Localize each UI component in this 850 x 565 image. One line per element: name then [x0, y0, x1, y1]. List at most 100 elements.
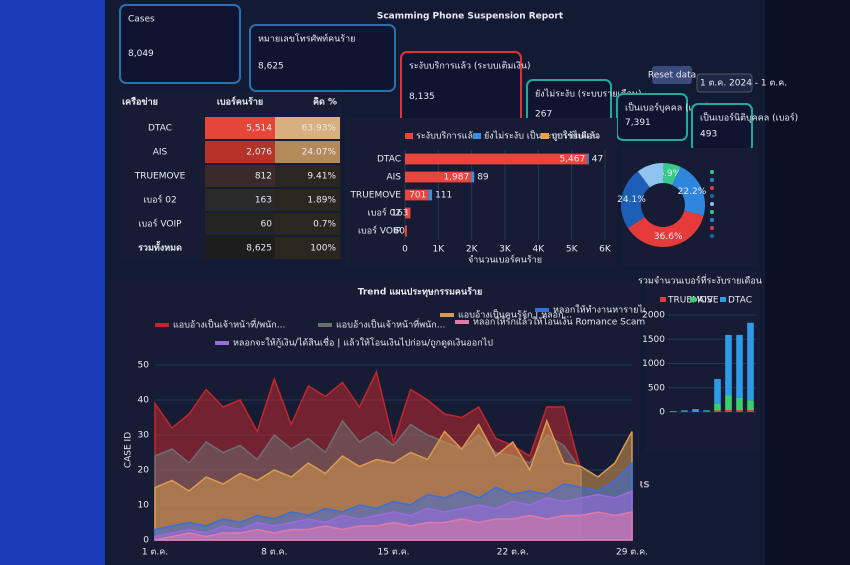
bar	[428, 189, 433, 201]
bar-segment	[692, 409, 699, 412]
legend-dot	[710, 210, 714, 214]
table-cell: 812	[255, 172, 272, 182]
legend-dot	[710, 186, 714, 190]
legend-swatch	[455, 320, 469, 324]
kpi-card	[616, 93, 688, 141]
legend-swatch	[318, 323, 332, 327]
bar-segment	[714, 403, 721, 411]
y-axis-label: CASE ID	[124, 432, 134, 468]
pie-slice	[620, 171, 650, 229]
y-tick-label: 10	[138, 501, 150, 511]
value-label: 701	[409, 191, 426, 201]
y-tick-label: 500	[648, 383, 665, 393]
table-cell: 9.41%	[307, 172, 336, 182]
date-picker[interactable]	[696, 73, 753, 93]
table-cell-bg	[205, 165, 275, 187]
y-tick-label: 1500	[642, 335, 665, 345]
table-header: คิด %	[313, 97, 337, 108]
legend-label: หลอกให้ทำงานหารายได้...	[553, 305, 657, 316]
x-tick-label: 5K	[566, 245, 579, 255]
kpi-card	[119, 4, 241, 84]
table-cell: 1.89%	[307, 196, 336, 206]
kpi-value: 8,625	[258, 61, 284, 71]
legend-label: ถูกใช้ไปแล้ว	[552, 131, 600, 142]
x-axis-label: จำนวนเบอร์คนร้าย	[468, 254, 542, 266]
kpi-card	[691, 103, 753, 153]
slice-label: 6.9%	[658, 169, 681, 179]
table-cell: เบอร์ VOIP	[138, 218, 182, 230]
table-cell: 0.7%	[313, 220, 336, 230]
legend-label: AIS	[698, 296, 713, 306]
table-cell: 24.07%	[302, 148, 337, 158]
legend-swatch	[690, 297, 696, 302]
bar	[405, 171, 472, 183]
bar	[587, 153, 589, 165]
bar	[405, 225, 407, 237]
table-cell-bg	[205, 189, 275, 211]
table-header: เบอร์คนร้าย	[217, 96, 263, 108]
table-cell: รวมทั้งหมด	[138, 241, 182, 254]
y-tick-label: 30	[138, 431, 150, 441]
legend-swatch	[155, 323, 169, 327]
table-cell: DTAC	[148, 124, 172, 134]
bar	[405, 153, 588, 165]
kpi-label: ยังไม่ระงับ (ระบบรายเดือน)	[535, 89, 642, 100]
legend-label: ระงับบริการแล้ว	[416, 131, 478, 142]
pie-slice	[627, 210, 704, 248]
bar-segment	[681, 410, 688, 412]
y-tick-label: 2000	[642, 311, 665, 321]
legend-dot	[710, 218, 714, 222]
y-tick-label: TRUEMOVE	[349, 191, 401, 201]
legend-label: หลอกจะให้กู้เงิน/ได้สินเชื่อ | แล้วให้โอ…	[233, 336, 493, 349]
value-label: 89	[477, 173, 489, 183]
legend-dot	[710, 178, 714, 182]
bar-segment	[714, 379, 721, 404]
y-tick-label: 0	[659, 408, 665, 418]
area	[154, 511, 633, 541]
y-tick-label: 20	[138, 466, 150, 476]
y-tick-label: 50	[138, 361, 150, 371]
kpi-card	[249, 24, 396, 92]
legend-swatch	[720, 297, 726, 302]
bar-segment	[747, 410, 754, 412]
kpi-value: 8,135	[409, 92, 435, 102]
table-cell-bg	[205, 141, 275, 163]
x-tick-label: 1K	[433, 245, 446, 255]
bar-segment	[736, 334, 743, 398]
y-tick-label: 40	[138, 396, 150, 406]
y-tick-label: เบอร์ VOIP	[358, 225, 402, 237]
y-tick-label: DTAC	[377, 155, 401, 165]
bar-segment	[725, 395, 732, 411]
table-cell: เบอร์ 02	[143, 194, 176, 206]
bar-segment	[736, 397, 743, 411]
reset-label: Reset data	[648, 71, 696, 81]
chart-title: รวมจำนวนเบอร์ที่ระงับรายเดือน	[638, 274, 762, 287]
x-tick-label: 3K	[499, 245, 512, 255]
slice-label: 24.1%	[617, 195, 646, 205]
legend-swatch	[440, 313, 454, 317]
table-cell-bg	[275, 165, 340, 187]
legend-label: แอบอ้างเป็นเจ้าหน้าที่พนัก...	[336, 318, 445, 331]
legend-swatch	[215, 341, 229, 345]
kpi-value: 493	[700, 129, 717, 139]
table-cell: TRUEMOVE	[134, 172, 186, 182]
table-cell: 60	[261, 220, 273, 230]
bar	[405, 207, 411, 219]
legend-swatch	[473, 133, 481, 139]
x-tick-label: 2K	[466, 245, 479, 255]
kpi-value: 267	[535, 110, 552, 120]
x-tick-label: 4K	[533, 245, 546, 255]
table-cell-bg	[275, 213, 340, 235]
table-cell: 2,076	[246, 148, 272, 158]
value-label: 47	[592, 155, 603, 165]
reset-button[interactable]	[652, 66, 692, 84]
value-label: 1,987	[443, 173, 469, 183]
legend-dot	[710, 234, 714, 238]
bar-segment	[747, 322, 754, 401]
y-tick-label: AIS	[386, 173, 401, 183]
x-tick-label: 22 ต.ค.	[497, 548, 529, 558]
kpi-label: เป็นเบอร์นิติบุคคล (เบอร์)	[700, 111, 798, 124]
x-tick-label: 29 ต.ค.	[616, 548, 648, 558]
legend-dot	[710, 226, 714, 230]
y-tick-label: เบอร์ 02	[368, 207, 401, 219]
